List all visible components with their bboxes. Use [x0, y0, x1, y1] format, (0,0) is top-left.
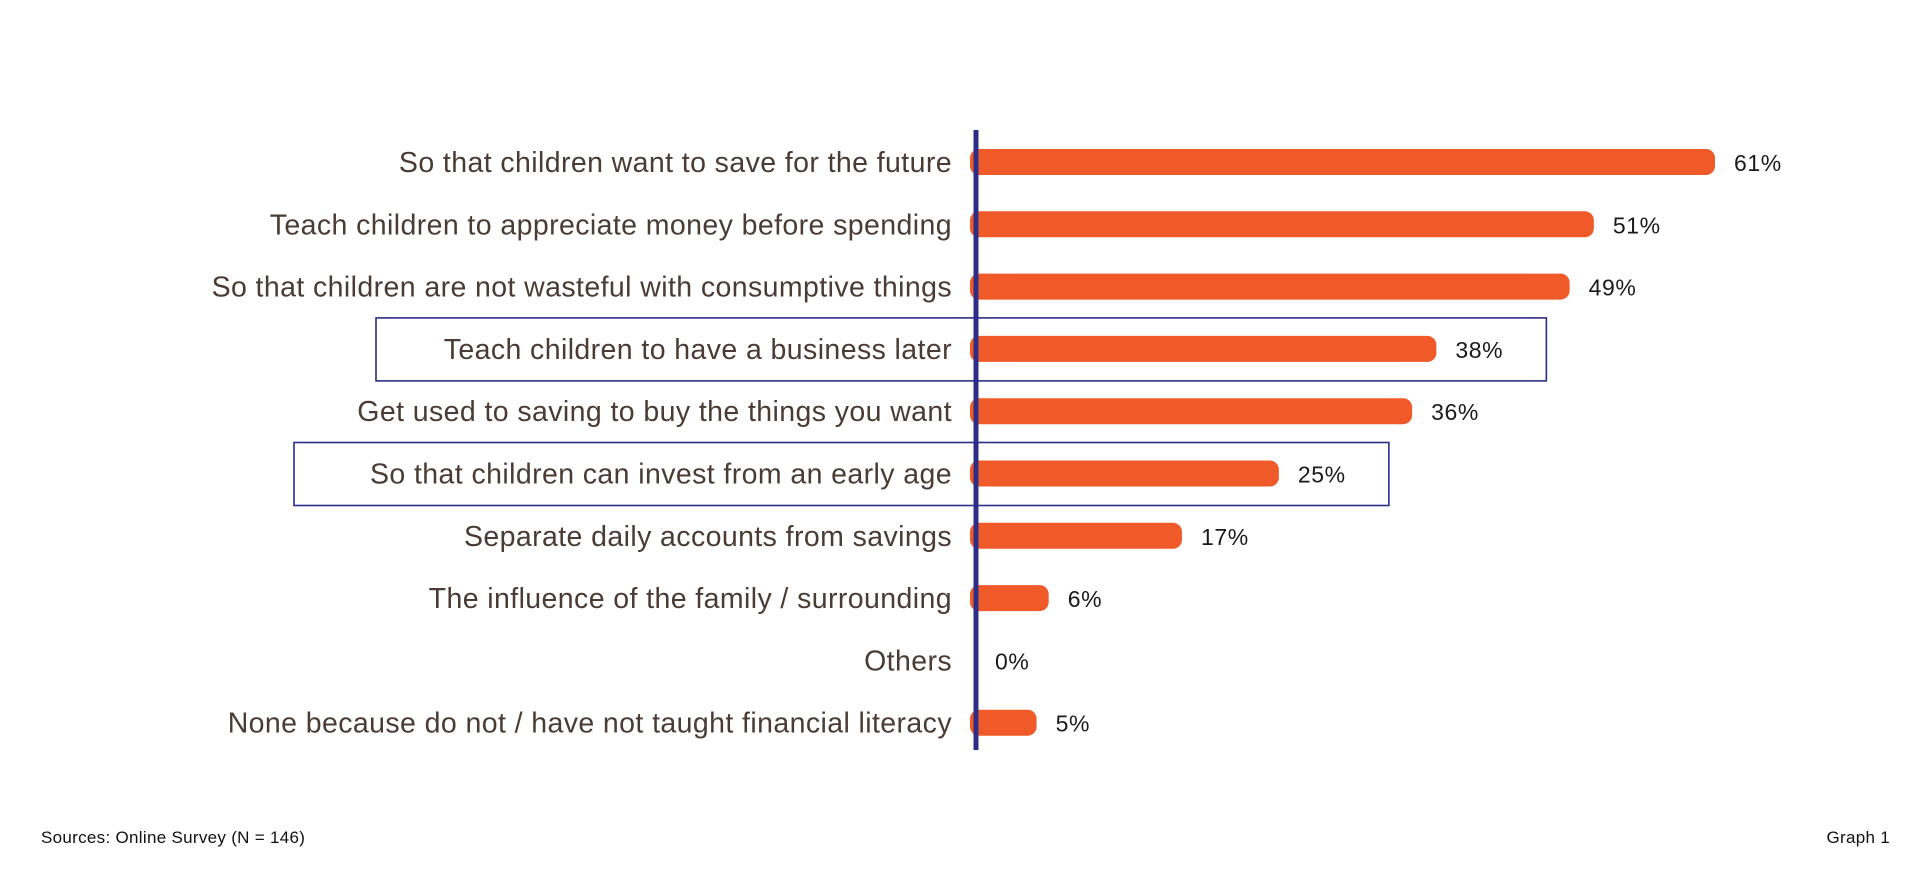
value-label: 49% [1589, 275, 1637, 301]
category-label: None because do not / have not taught fi… [228, 708, 953, 740]
bar [970, 273, 1570, 300]
category-label: Get used to saving to buy the things you… [357, 396, 952, 428]
value-label: 5% [1056, 711, 1090, 737]
category-label: The influence of the family / surroundin… [429, 583, 952, 615]
value-label-layer: 61% 51% 49% 38% 36% 25% 17% 6% 0% 5% [995, 150, 1782, 737]
source-note: Sources: Online Survey (N = 146) [41, 828, 306, 847]
category-label: So that children can invest from an earl… [370, 459, 952, 491]
value-label: 51% [1613, 212, 1661, 238]
bar [970, 709, 1037, 736]
value-label: 6% [1068, 586, 1102, 612]
bar [970, 398, 1413, 425]
value-label: 0% [995, 648, 1029, 674]
bar [970, 585, 1049, 612]
category-label-layer: So that children want to save for the fu… [212, 147, 953, 740]
category-label: So that children are not wasteful with c… [212, 272, 952, 304]
value-label: 38% [1455, 337, 1503, 363]
highlight-box [293, 441, 1390, 507]
category-label: Teach children to have a business later [444, 334, 952, 366]
value-label: 61% [1734, 150, 1782, 176]
category-label: Teach children to appreciate money befor… [270, 209, 952, 241]
category-label: Others [864, 645, 952, 677]
bar-layer [970, 149, 1715, 736]
category-label: Separate daily accounts from savings [464, 521, 952, 553]
highlight-layer [293, 317, 1548, 507]
bar [970, 460, 1279, 487]
graph-number: Graph 1 [1826, 828, 1890, 847]
bar [970, 211, 1594, 238]
value-label: 25% [1298, 462, 1346, 488]
value-label: 17% [1201, 524, 1249, 550]
highlight-box [375, 317, 1548, 382]
category-label: So that children want to save for the fu… [399, 147, 952, 179]
bar [970, 335, 1437, 362]
bar [970, 149, 1715, 175]
bar [970, 522, 1182, 549]
value-label: 36% [1431, 399, 1479, 425]
